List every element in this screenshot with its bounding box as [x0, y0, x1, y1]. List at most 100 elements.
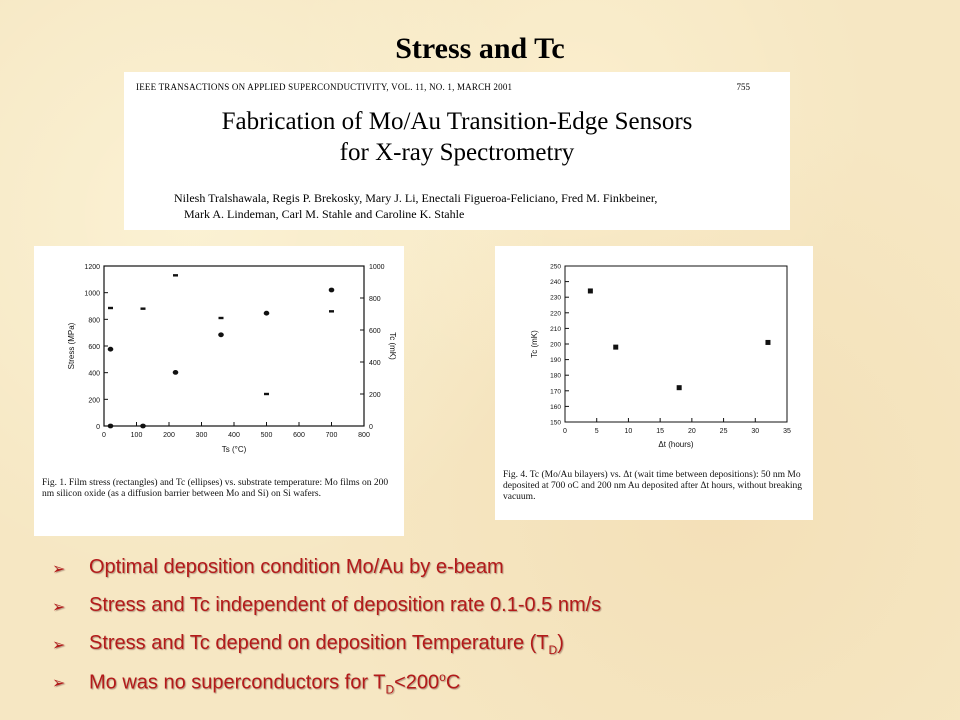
paper-authors: Nilesh Tralshawala, Regis P. Brekosky, M… — [174, 190, 754, 222]
y-tick-label: 200 — [550, 342, 561, 349]
bullet-item: ➢ Stress and Tc depend on deposition Tem… — [52, 632, 932, 670]
y-tick-label: 800 — [88, 317, 100, 324]
tc-point — [765, 339, 771, 345]
stress-point — [140, 307, 146, 310]
y-tick-label: 170 — [550, 388, 561, 395]
figure-2: 0 5 10 15 20 25 30 35 150 160 170 180 190 200 210 220 23… — [495, 246, 813, 520]
y-tick-label: 200 — [88, 397, 100, 404]
y2-tick-label: 800 — [369, 296, 381, 303]
x-tick-label: 0 — [563, 428, 567, 435]
x-tick-label: 500 — [261, 432, 273, 439]
y-tick-label: 150 — [550, 420, 561, 427]
x-tick-label: 35 — [783, 428, 791, 435]
subscript: D — [385, 682, 395, 697]
figure-2-caption: Fig. 4. Tc (Mo/Au bilayers) vs. Δt (wait… — [503, 470, 802, 502]
x-tick-label: 700 — [326, 432, 338, 439]
arrow-bullet-icon: ➢ — [52, 675, 66, 692]
paper-title-line-2: for X-ray Spectrometry — [339, 139, 575, 166]
plot-frame — [564, 265, 788, 423]
stress-point — [218, 316, 224, 320]
bullet-text-part: <200 — [394, 671, 440, 694]
y2-tick-label: 0 — [369, 424, 373, 431]
bullet-item: ➢ Stress and Tc independent of depositio… — [52, 594, 932, 632]
y-axis-label: Stress (MPa) — [67, 322, 76, 369]
y2-tick-label: 200 — [369, 392, 381, 399]
bullet-text: Mo was no superconductors for TD<200oC — [89, 670, 460, 697]
y-tick-label: 1000 — [84, 291, 100, 298]
tc-point — [613, 344, 619, 350]
x-tick-label: 300 — [196, 432, 208, 439]
tc-point — [676, 385, 682, 391]
paper-title-line-1: Fabrication of Mo/Au Transition-Edge Sen… — [221, 108, 693, 135]
x-tick-label: 15 — [656, 428, 664, 435]
x-tick-label: 10 — [625, 428, 633, 435]
x-tick-label: 600 — [293, 432, 305, 439]
bullet-text-part: Stress and Tc depend on deposition Tempe… — [89, 632, 549, 654]
figure-1-caption: Fig. 1. Film stress (rectangles) and Tc … — [42, 478, 389, 499]
x-axis-label: Ts (°C) — [222, 445, 247, 454]
tc-vs-time-chart: 0 5 10 15 20 25 30 35 150 160 170 180 190 200 210 220 23… — [530, 264, 791, 450]
x-tick-label: 25 — [720, 428, 728, 435]
y2-tick-label: 600 — [369, 328, 381, 335]
bullet-text-part: Mo was no superconductors for T — [89, 671, 386, 694]
x-tick-label: 5 — [595, 428, 599, 435]
arrow-bullet-icon: ➢ — [52, 561, 66, 578]
bullet-text: Stress and Tc independent of deposition … — [89, 594, 602, 616]
x-tick-label: 20 — [688, 428, 696, 435]
y2-axis-label: Tc (mK) — [388, 332, 397, 360]
stress-tc-chart: 0 100 200 300 400 500 600 700 800020040060080010… — [67, 264, 397, 454]
figure-1: 0 100 200 300 400 500 600 700 800 0 200 400 600 800 10… — [34, 246, 404, 536]
paper-header-image: IEEE TRANSACTIONS ON APPLIED SUPERCONDUC… — [124, 72, 790, 230]
subscript: D — [548, 643, 558, 657]
journal-line: IEEE TRANSACTIONS ON APPLIED SUPERCONDUC… — [136, 82, 513, 92]
plot-frame — [103, 265, 365, 427]
y-axis-label: Tc (mK) — [530, 330, 539, 358]
x-tick-label: 200 — [163, 432, 175, 439]
bullet-item: ➢ Mo was no superconductors for TD<200oC — [52, 670, 932, 708]
x-tick-label: 400 — [228, 432, 240, 439]
stress-point — [264, 392, 269, 396]
page-number: 755 — [736, 82, 751, 92]
stress-point — [173, 274, 178, 277]
stress-point — [329, 310, 334, 313]
stress-point — [108, 306, 113, 310]
paper-title: Fabrication of Mo/Au Transition-Edge Sen… — [124, 106, 790, 168]
y2-tick-label: 1000 — [369, 264, 385, 271]
tc-point — [172, 370, 179, 375]
x-tick-label: 800 — [358, 432, 370, 439]
y-tick-label: 210 — [550, 326, 561, 333]
y-tick-label: 600 — [88, 344, 100, 351]
authors-line-2: Mark A. Lindeman, Carl M. Stahle and Car… — [184, 207, 465, 221]
tc-point — [107, 346, 114, 352]
tc-point — [328, 287, 335, 293]
arrow-bullet-icon: ➢ — [52, 599, 66, 616]
x-axis-label: Δt (hours) — [658, 440, 693, 449]
bullet-item: ➢ Optimal deposition condition Mo/Au by … — [52, 556, 932, 594]
x-tick-label: 30 — [751, 428, 759, 435]
y-tick-label: 0 — [96, 424, 100, 431]
tc-point — [263, 310, 270, 316]
tc-point — [218, 332, 224, 338]
x-tick-label: 100 — [131, 432, 143, 439]
arrow-bullet-icon: ➢ — [52, 637, 66, 654]
bullet-list: ➢ Optimal deposition condition Mo/Au by … — [52, 556, 932, 708]
tc-point — [107, 423, 114, 429]
y-tick-label: 1200 — [84, 264, 100, 271]
tc-point — [587, 288, 593, 294]
y-tick-label: 180 — [550, 373, 561, 380]
y-tick-label: 220 — [550, 310, 561, 317]
x-tick-label: 0 — [102, 432, 106, 439]
bullet-text: Optimal deposition condition Mo/Au by e-… — [89, 556, 504, 578]
bullet-text-part: C — [445, 671, 461, 694]
y-tick-label: 190 — [550, 357, 561, 364]
y-tick-label: 250 — [550, 264, 561, 271]
y-tick-label: 160 — [550, 404, 561, 411]
authors-line-1: Nilesh Tralshawala, Regis P. Brekosky, M… — [174, 191, 658, 205]
y-tick-label: 400 — [88, 371, 100, 378]
tc-point — [140, 423, 146, 429]
slide-title: Stress and Tc — [395, 32, 565, 65]
y-tick-label: 240 — [550, 279, 561, 286]
bullet-text-part: ) — [557, 632, 564, 654]
bullet-text: Stress and Tc depend on deposition Tempe… — [89, 632, 564, 657]
y2-tick-label: 400 — [369, 360, 381, 367]
